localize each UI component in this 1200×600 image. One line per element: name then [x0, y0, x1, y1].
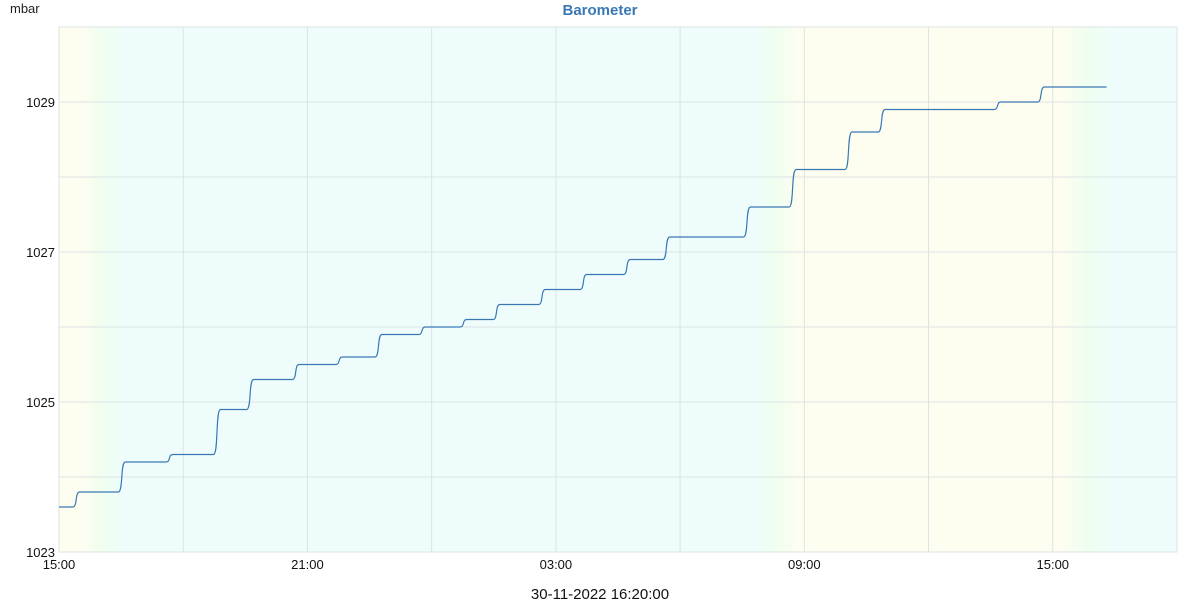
chart-timestamp: 30-11-2022 16:20:00 — [531, 586, 669, 600]
x-tick-label: 03:00 — [540, 557, 573, 572]
plot-background — [58, 26, 1178, 553]
y-axis-unit: mbar — [10, 1, 40, 16]
y-tick-label: 1029 — [26, 95, 55, 110]
y-tick-label: 1023 — [26, 545, 55, 560]
barometer-series-line — [59, 86, 1107, 508]
x-tick-label: 21:00 — [291, 557, 324, 572]
y-tick-label: 1027 — [26, 245, 55, 260]
y-tick-label: 1025 — [26, 395, 55, 410]
axis-ticks: 15:00 21:00 03:00 09:00 15:00102310251027102… — [26, 95, 1069, 572]
grid-lines — [58, 26, 1178, 553]
x-tick-label: 09:00 — [788, 557, 821, 572]
x-tick-label: 15:00 — [1037, 557, 1070, 572]
x-tick-label: 15:00 — [43, 557, 76, 572]
chart-title: Barometer — [562, 2, 637, 19]
